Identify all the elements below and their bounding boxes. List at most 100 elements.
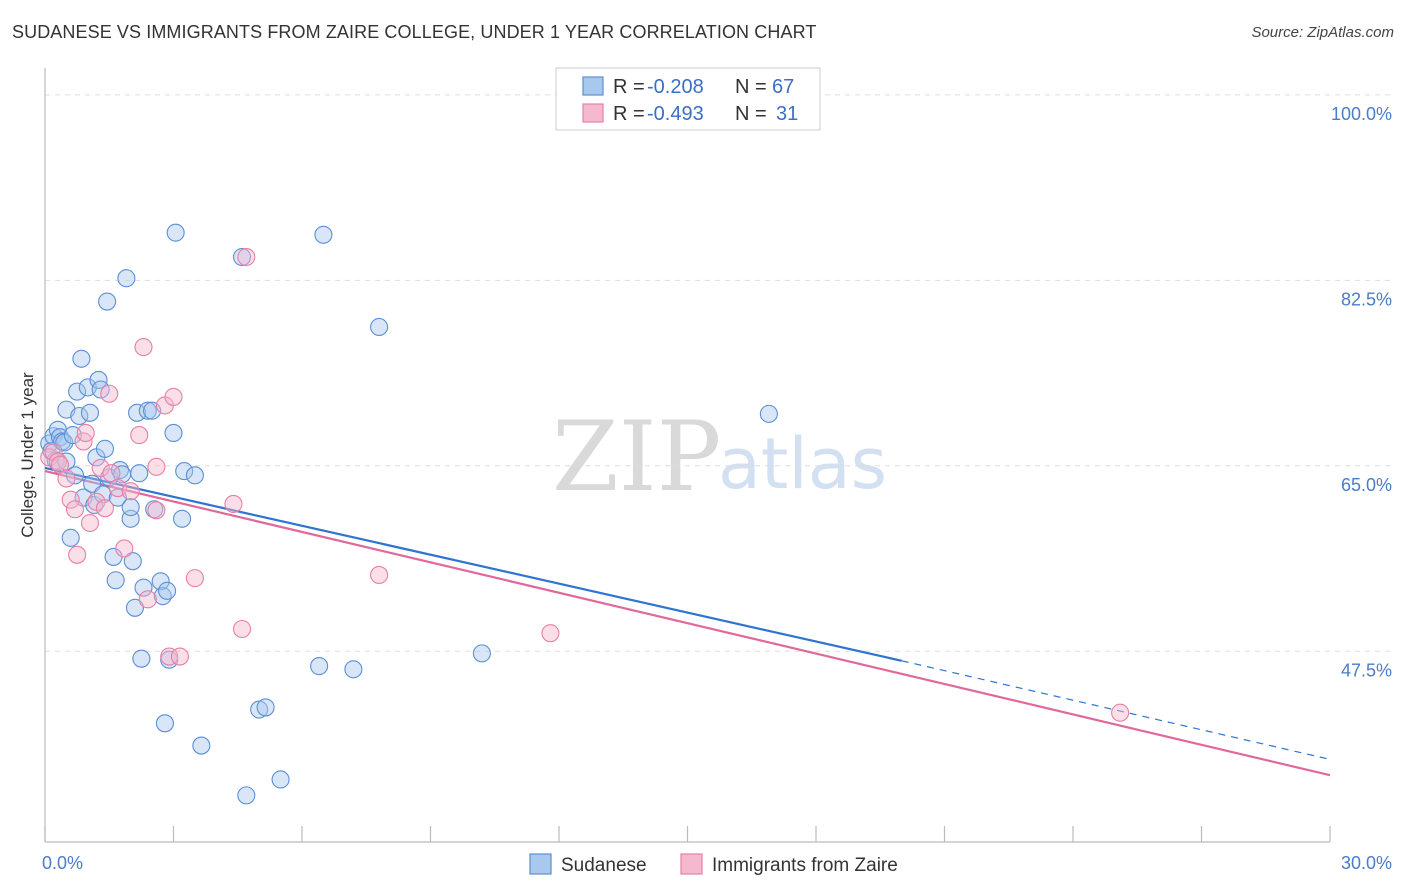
point-sudanese-10 <box>61 528 80 547</box>
point-sudanese-56 <box>232 247 252 267</box>
point-zaire-34 <box>1111 703 1130 722</box>
y-axis-label: College, Under 1 year <box>18 372 37 538</box>
point-zaire-4 <box>57 469 76 488</box>
point-sudanese-13 <box>68 382 87 401</box>
point-zaire-13 <box>95 499 115 518</box>
legend-swatch-zaire <box>582 103 604 123</box>
point-sudanese-23 <box>91 380 110 399</box>
point-sudanese-54 <box>185 466 204 485</box>
point-sudanese-42 <box>138 401 157 420</box>
point-sudanese-65 <box>472 644 491 663</box>
point-sudanese-55 <box>192 736 211 755</box>
tick-label-layer: 100.0% 82.5% 65.0% 47.5% 0.0% 30.0% <box>42 104 1392 873</box>
point-zaire-25 <box>160 647 179 666</box>
point-sudanese-37 <box>125 598 144 617</box>
legend-swatch-sudanese <box>582 76 604 96</box>
point-sudanese-25 <box>95 439 115 458</box>
point-sudanese-15 <box>72 349 91 368</box>
point-sudanese-18 <box>80 403 100 422</box>
point-sudanese-47 <box>155 714 174 733</box>
trend-layer <box>44 466 1331 777</box>
chart-title: SUDANESE VS IMMIGRANTS FROM ZAIRE COLLEG… <box>12 22 817 42</box>
trend-line-zaire <box>44 470 1331 777</box>
y-tick-label-3: 47.5% <box>1341 660 1392 680</box>
point-zaire-31 <box>237 247 256 267</box>
watermark: ZIP atlas <box>552 401 887 513</box>
point-zaire-26 <box>164 387 183 406</box>
point-sudanese-58 <box>250 700 269 719</box>
point-sudanese-63 <box>344 660 363 679</box>
point-zaire-10 <box>80 513 100 533</box>
point-zaire-21 <box>138 590 157 609</box>
point-sudanese-62 <box>314 225 333 244</box>
y-tick-label-0: 100.0% <box>1331 104 1392 124</box>
correlation-legend: R = -0.208 N = 67 R = -0.493 N = 31 <box>555 67 821 131</box>
watermark-atlas: atlas <box>718 423 887 505</box>
point-sudanese-24 <box>93 485 112 504</box>
point-zaire-6 <box>65 500 85 519</box>
point-sudanese-52 <box>173 509 192 528</box>
point-zaire-30 <box>232 619 252 639</box>
watermark-zip: ZIP <box>552 401 721 513</box>
point-sudanese-35 <box>121 498 140 517</box>
point-sudanese-14 <box>70 406 89 426</box>
legend-r-label-1: R = <box>613 76 645 98</box>
point-sudanese-26 <box>98 292 117 311</box>
point-sudanese-61 <box>310 657 329 676</box>
legend-n-value-2: 31 <box>776 103 798 125</box>
trend-line-sudanese-extension <box>901 660 1331 760</box>
point-sudanese-48 <box>158 581 177 600</box>
point-zaire-27 <box>170 647 189 666</box>
point-zaire-17 <box>115 539 134 558</box>
axis-layer <box>44 68 1331 843</box>
trend-line-sudanese <box>44 466 902 662</box>
point-sudanese-57 <box>237 786 256 805</box>
point-zaire-7 <box>68 545 87 564</box>
grid-layer <box>45 94 1392 652</box>
point-zaire-18 <box>121 482 140 501</box>
point-zaire-12 <box>91 458 110 477</box>
point-zaire-33 <box>541 624 560 643</box>
point-zaire-28 <box>185 569 204 588</box>
point-zaire-32 <box>370 565 389 585</box>
points-layer <box>40 223 1130 805</box>
point-zaire-14 <box>100 384 119 403</box>
point-zaire-5 <box>61 490 80 509</box>
point-zaire-22 <box>147 457 166 476</box>
source-credit: Source: ZipAtlas.com <box>1251 24 1394 41</box>
point-sudanese-50 <box>164 423 183 442</box>
point-sudanese-53 <box>175 462 194 481</box>
point-zaire-2 <box>48 452 67 471</box>
legend-n-label-2: N = <box>735 103 767 125</box>
legend-n-value-1: 67 <box>772 76 794 98</box>
point-sudanese-60 <box>271 770 290 789</box>
point-sudanese-19 <box>83 474 102 493</box>
bottom-legend-label-zaire: Immigrants from Zaire <box>712 855 898 876</box>
y-tick-label-1: 82.5% <box>1341 289 1392 309</box>
point-sudanese-40 <box>132 649 151 668</box>
x-tick-label-1: 30.0% <box>1341 853 1392 873</box>
bottom-legend-swatch-sudanese <box>529 853 552 875</box>
point-sudanese-59 <box>256 698 275 717</box>
point-zaire-9 <box>76 423 95 442</box>
point-sudanese-39 <box>130 464 149 483</box>
point-zaire-19 <box>130 426 149 445</box>
point-zaire-20 <box>134 338 153 357</box>
legend-r-label-2: R = <box>613 103 645 125</box>
point-sudanese-45 <box>151 572 170 591</box>
point-sudanese-41 <box>134 578 153 597</box>
point-sudanese-29 <box>106 571 125 590</box>
point-zaire-23 <box>147 501 166 520</box>
y-tick-label-2: 65.0% <box>1341 475 1392 495</box>
bottom-legend-swatch-zaire <box>680 853 703 875</box>
point-zaire-29 <box>224 494 243 513</box>
point-sudanese-33 <box>117 269 136 288</box>
point-sudanese-38 <box>128 403 147 422</box>
point-sudanese-64 <box>370 317 389 337</box>
point-sudanese-36 <box>123 552 142 571</box>
point-sudanese-66 <box>759 404 778 423</box>
legend-r-value-1: -0.208 <box>647 76 704 98</box>
bottom-legend-label-sudanese: Sudanese <box>561 855 647 876</box>
point-sudanese-51 <box>166 223 185 242</box>
